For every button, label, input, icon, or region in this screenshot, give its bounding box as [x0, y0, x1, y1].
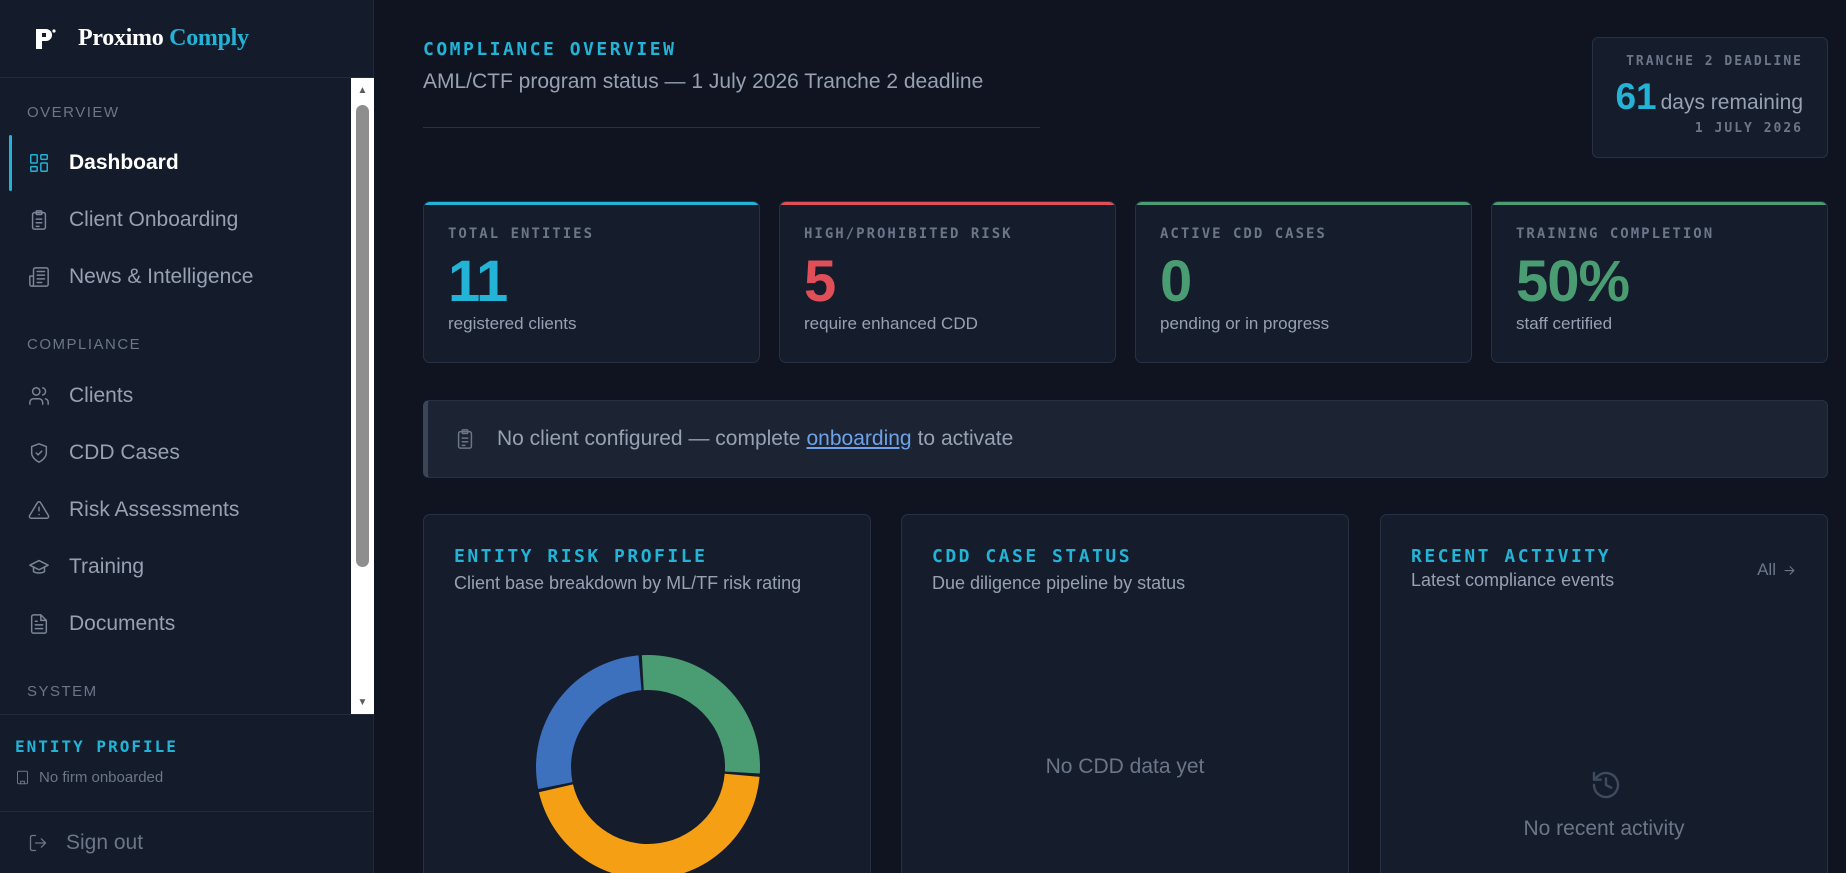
sidebar-item-label: Documents: [69, 612, 176, 635]
users-icon: [28, 385, 50, 407]
sidebar-item-training[interactable]: Training: [0, 541, 350, 593]
stat-sub: pending or in progress: [1160, 314, 1330, 333]
stat-value: 50%: [1516, 249, 1630, 314]
deadline-countdown: 61 days remaining: [1613, 76, 1803, 118]
building-icon: [17, 770, 28, 785]
stat-label: TRAINING COMPLETION: [1516, 226, 1715, 242]
deadline-label: TRANCHE 2 DEADLINE: [1626, 54, 1803, 69]
stat-label: HIGH/PROHIBITED RISK: [804, 226, 1013, 242]
donut-slices: [536, 655, 760, 873]
sidebar-nav: OVERVIEW Dashboard Client Onboarding New…: [0, 78, 374, 714]
log-out-icon: [29, 834, 47, 851]
stat-sub: require enhanced CDD: [804, 314, 978, 333]
history-icon: [1590, 769, 1622, 801]
risk-donut-chart: [536, 655, 760, 873]
sidebar-item-label: Client Onboarding: [69, 208, 239, 231]
sidebar-item-label: CDD Cases: [69, 441, 180, 464]
dashboard-grid-icon: [28, 152, 50, 174]
warning-triangle-icon: [28, 499, 50, 521]
section-compliance: COMPLIANCE: [27, 335, 142, 353]
recent-activity-panel: RECENT ACTIVITY Latest compliance events…: [1380, 514, 1828, 873]
stat-card-total-entities[interactable]: TOTAL ENTITIES 11 registered clients: [423, 201, 760, 363]
entity-profile-status-text: No firm onboarded: [39, 769, 164, 786]
sidebar-item-documents[interactable]: Documents: [0, 598, 350, 650]
sidebar-item-client-onboarding[interactable]: Client Onboarding: [0, 194, 350, 246]
donut-slice-0[interactable]: [641, 655, 760, 774]
stat-card-high-risk[interactable]: HIGH/PROHIBITED RISK 5 require enhanced …: [779, 201, 1116, 363]
sidebar-item-dashboard[interactable]: Dashboard: [0, 137, 350, 189]
sidebar-item-label: Clients: [69, 384, 134, 407]
cdd-case-status-panel: CDD CASE STATUS Due diligence pipeline b…: [901, 514, 1349, 873]
brand-logo-icon: [32, 26, 58, 52]
scroll-down-arrow-icon[interactable]: ▼: [357, 696, 368, 708]
main-content: COMPLIANCE OVERVIEW AML/CTF program stat…: [375, 0, 1846, 873]
arrow-right-icon: [1784, 565, 1795, 575]
stat-value: 11: [448, 249, 508, 314]
section-overview: OVERVIEW: [27, 103, 120, 121]
graduation-cap-icon: [28, 556, 50, 578]
deadline-days: 61: [1615, 76, 1657, 117]
sidebar-item-cdd-cases[interactable]: CDD Cases: [0, 427, 350, 479]
brand-name: Proximo Comply: [78, 25, 249, 52]
brand[interactable]: Proximo Comply: [0, 0, 373, 78]
stat-label: ACTIVE CDD CASES: [1160, 226, 1327, 242]
panel-title: CDD CASE STATUS: [932, 546, 1133, 567]
shield-check-icon: [28, 442, 50, 464]
sidebar-item-risk-assessments[interactable]: Risk Assessments: [0, 484, 350, 536]
sign-out-label: Sign out: [66, 830, 144, 854]
deadline-date: 1 JULY 2026: [1694, 121, 1803, 136]
title-divider: [423, 127, 1040, 128]
sidebar-scrollbar[interactable]: ▲ ▼: [351, 78, 374, 714]
activity-empty-state: No recent activity: [1523, 817, 1685, 840]
entity-profile: ENTITY PROFILE No firm onboarded: [0, 714, 374, 811]
entity-profile-status: No firm onboarded: [15, 769, 359, 786]
sidebar-item-news[interactable]: News & Intelligence: [0, 251, 350, 303]
panel-subtitle: Due diligence pipeline by status: [932, 573, 1186, 593]
entity-profile-title: ENTITY PROFILE: [15, 737, 178, 756]
onboarding-notice: No client configured — complete onboardi…: [423, 400, 1828, 478]
scroll-thumb[interactable]: [356, 105, 369, 567]
panel-subtitle: Client base breakdown by ML/TF risk rati…: [454, 573, 802, 593]
sidebar-item-label: Dashboard: [69, 151, 179, 174]
document-icon: [28, 613, 50, 635]
entity-risk-profile-panel: ENTITY RISK PROFILE Client base breakdow…: [423, 514, 871, 873]
panel-title: ENTITY RISK PROFILE: [454, 546, 708, 567]
notice-text-before: No client configured — complete: [497, 427, 801, 450]
sidebar-item-clients[interactable]: Clients: [0, 370, 350, 422]
onboarding-link[interactable]: onboarding: [806, 427, 912, 450]
sidebar-item-label: Risk Assessments: [69, 498, 240, 521]
clipboard-icon: [28, 209, 50, 231]
stat-label: TOTAL ENTITIES: [448, 226, 595, 242]
stat-card-active-cdd[interactable]: ACTIVE CDD CASES 0 pending or in progres…: [1135, 201, 1472, 363]
newspaper-icon: [28, 266, 50, 288]
sign-out-button[interactable]: Sign out: [0, 811, 374, 873]
brand-name-part2: Comply: [169, 25, 249, 51]
donut-slice-1[interactable]: [538, 773, 760, 873]
deadline-card: TRANCHE 2 DEADLINE 61 days remaining 1 JU…: [1592, 37, 1828, 158]
brand-name-part1: Proximo: [78, 25, 164, 51]
panel-subtitle: Latest compliance events: [1411, 570, 1615, 590]
active-indicator: [9, 135, 12, 191]
cdd-empty-state: No CDD data yet: [1045, 755, 1205, 778]
panel-title: RECENT ACTIVITY: [1411, 546, 1612, 567]
sidebar: Proximo Comply OVERVIEW Dashboard Client…: [0, 0, 374, 873]
page-subtitle: AML/CTF program status — 1 July 2026 Tra…: [423, 70, 984, 93]
section-system: SYSTEM: [27, 682, 98, 700]
sidebar-item-label: Training: [69, 555, 145, 578]
donut-slice-2[interactable]: [536, 655, 642, 790]
view-all-label: All: [1757, 560, 1776, 579]
scroll-up-arrow-icon[interactable]: ▲: [357, 84, 368, 96]
notice-text-after: to activate: [917, 427, 1014, 450]
clipboard-icon: [457, 429, 473, 449]
view-all-link[interactable]: All: [1757, 560, 1797, 580]
stat-sub: registered clients: [448, 314, 577, 333]
stat-value: 5: [804, 249, 836, 314]
sidebar-item-label: News & Intelligence: [69, 265, 254, 288]
stat-sub: staff certified: [1516, 314, 1613, 333]
deadline-unit: days remaining: [1660, 91, 1803, 114]
stat-card-training[interactable]: TRAINING COMPLETION 50% staff certified: [1491, 201, 1828, 363]
stat-value: 0: [1160, 249, 1192, 314]
page-title: COMPLIANCE OVERVIEW: [423, 39, 677, 60]
